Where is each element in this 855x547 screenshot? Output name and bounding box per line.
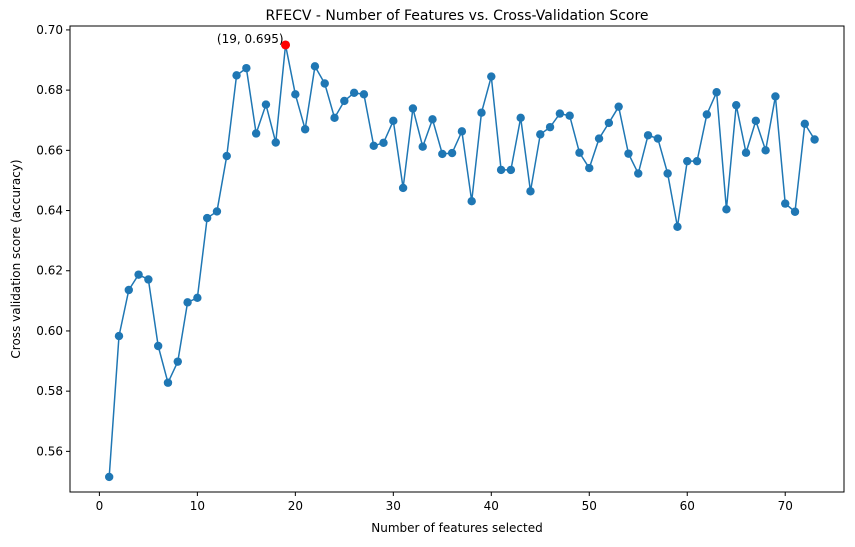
data-point (398, 183, 408, 193)
data-point (271, 138, 280, 147)
data-point (555, 109, 565, 118)
data-point (790, 207, 800, 216)
data-point (545, 122, 555, 132)
x-tick-label: 20 (288, 499, 303, 513)
y-tick-label: 0.66 (36, 143, 63, 157)
data-point (261, 100, 271, 109)
data-point (506, 165, 516, 175)
best-score-point (281, 40, 291, 50)
data-point (447, 148, 457, 158)
y-tick-label: 0.56 (36, 444, 63, 458)
data-point (359, 90, 369, 99)
data-point (320, 79, 329, 88)
data-point (340, 96, 349, 106)
data-point (575, 148, 584, 157)
data-point (242, 63, 251, 73)
x-tick-label: 30 (386, 499, 401, 513)
data-point (173, 357, 182, 366)
data-point (751, 116, 761, 126)
data-point (487, 72, 496, 81)
data-point (516, 113, 525, 123)
data-point (418, 142, 427, 151)
data-point (565, 111, 574, 120)
data-points (104, 40, 819, 482)
x-tick-label: 10 (190, 499, 205, 513)
data-point (771, 92, 780, 101)
data-point (349, 88, 359, 98)
y-tick-label: 0.68 (36, 83, 63, 97)
data-point (594, 134, 604, 143)
chart-title: RFECV - Number of Features vs. Cross-Val… (265, 8, 648, 24)
data-point (330, 113, 339, 123)
data-point (761, 146, 770, 155)
data-point (232, 71, 241, 80)
x-tick-label: 60 (680, 499, 695, 513)
data-point (712, 88, 721, 97)
x-axis-ticks: 0 10 20 30 40 50 60 70 (96, 492, 793, 513)
data-point (193, 293, 202, 303)
data-point (643, 131, 653, 140)
data-point (134, 270, 143, 279)
y-tick-label: 0.64 (36, 204, 63, 218)
x-tick-label: 0 (96, 499, 104, 513)
y-tick-label: 0.58 (36, 384, 63, 398)
data-point (477, 108, 486, 117)
data-point (634, 169, 643, 178)
data-point (202, 213, 212, 223)
data-point (163, 378, 173, 387)
data-point (526, 187, 535, 196)
data-point (585, 163, 594, 173)
data-point (624, 149, 633, 158)
data-point (291, 90, 300, 99)
data-point (732, 100, 741, 110)
data-point (702, 110, 712, 119)
y-tick-label: 0.62 (36, 264, 63, 278)
x-axis-label: Number of features selected (371, 521, 542, 535)
data-point (536, 130, 545, 139)
y-axis-label: Cross validation score (accuracy) (9, 159, 23, 358)
data-point (408, 104, 418, 113)
data-point (604, 118, 614, 128)
data-point (183, 298, 192, 307)
data-point (222, 151, 231, 161)
y-tick-label: 0.60 (36, 324, 63, 338)
data-point (496, 165, 506, 175)
data-point (114, 331, 124, 341)
data-point (800, 119, 810, 129)
x-tick-label: 70 (778, 499, 793, 513)
data-point (428, 115, 437, 124)
y-axis-ticks: 0.56 0.58 0.60 0.62 0.64 0.66 0.68 0.70 (36, 23, 70, 458)
data-point (300, 125, 310, 134)
data-point (251, 129, 261, 138)
data-point (614, 102, 623, 111)
data-point (683, 156, 692, 166)
data-point (124, 285, 133, 295)
data-point (144, 275, 153, 284)
plot-area (69, 25, 845, 493)
data-point (692, 156, 702, 166)
data-point (310, 62, 320, 71)
data-point (104, 472, 114, 482)
data-point (810, 135, 819, 144)
data-point (653, 134, 663, 143)
data-point (741, 148, 751, 157)
data-point (722, 205, 731, 214)
x-tick-label: 40 (484, 499, 499, 513)
data-point (467, 197, 476, 206)
data-point (379, 138, 388, 148)
best-score-annotation: (19, 0.695) (217, 32, 284, 46)
x-tick-label: 50 (582, 499, 597, 513)
data-point (438, 149, 447, 159)
data-point (457, 127, 467, 136)
data-point (389, 116, 398, 126)
data-point (781, 199, 790, 208)
data-point (153, 341, 163, 351)
data-point (369, 141, 378, 151)
data-point (673, 222, 682, 231)
data-point (663, 169, 672, 178)
data-point (212, 207, 222, 216)
y-tick-label: 0.70 (36, 23, 63, 37)
series-line (108, 44, 816, 478)
